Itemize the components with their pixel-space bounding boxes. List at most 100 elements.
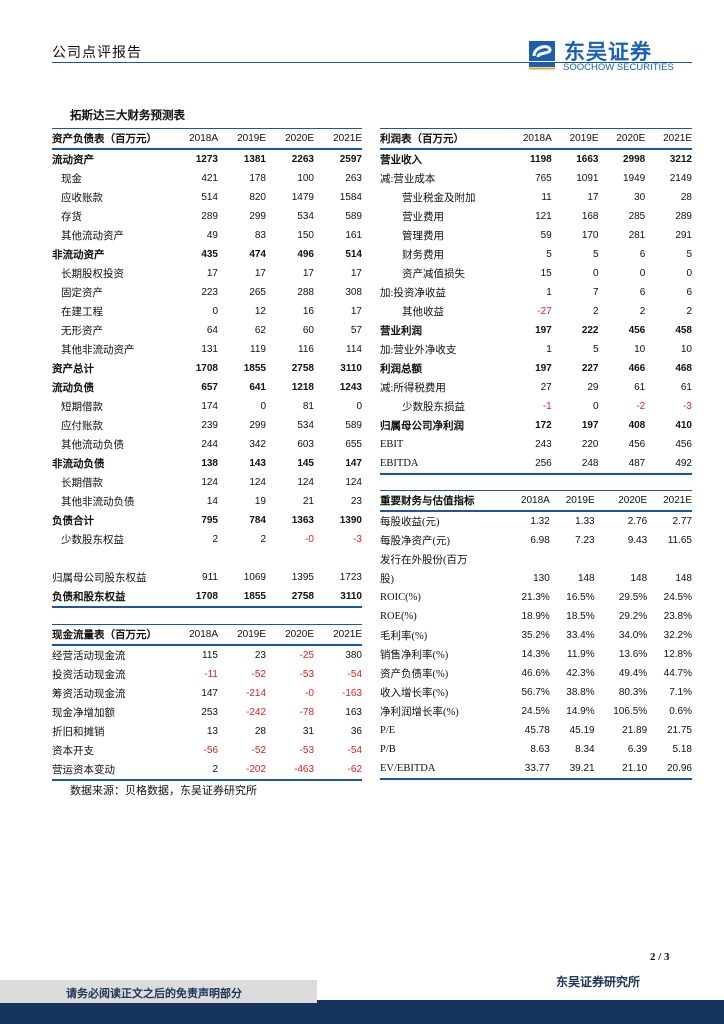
row-label: 营业费用	[402, 212, 444, 223]
cell-value: 17	[350, 268, 362, 279]
cell-value: 49	[206, 230, 218, 241]
table-row: 发行在外股份(百万	[380, 550, 692, 569]
cell-value: 13	[206, 726, 218, 737]
table-row: 毛利率(%) 35.2% 33.4% 34.0% 32.2%	[380, 626, 692, 645]
cell-value: 45.78	[524, 725, 550, 736]
header-rule	[52, 62, 692, 63]
cell-value: 17	[587, 192, 599, 203]
cell-value	[505, 550, 550, 569]
cell-value: -78	[299, 707, 314, 718]
cell-value: 38.8%	[566, 687, 595, 698]
cell-value: -242	[245, 707, 266, 718]
cell-value: 31	[302, 726, 314, 737]
table-row: 非流动负债 138 143 145 147	[52, 454, 362, 473]
cell-value: 3212	[669, 154, 692, 165]
cell-value: 15	[540, 268, 552, 279]
cell-value: 1855	[243, 363, 266, 374]
cell-value: 197	[535, 325, 552, 336]
cell-value: -463	[266, 760, 314, 781]
cell-value: 170	[581, 230, 599, 241]
cell-value: 288	[297, 287, 314, 298]
table-row	[52, 549, 362, 568]
cell-value: 8.34	[575, 744, 595, 755]
cell-value: 1584	[339, 192, 362, 203]
table-row: 股) 130 148 148 148	[380, 569, 692, 588]
cell-value: -163	[341, 688, 362, 699]
cell-value: 7	[592, 287, 599, 298]
cell-value: 1	[546, 287, 552, 298]
cell-value: -214	[245, 688, 266, 699]
year-header: 2018A	[505, 490, 550, 512]
cell-value: 148	[630, 573, 648, 584]
row-label: 其他非流动负债	[61, 497, 135, 508]
cell-value: 239	[201, 420, 218, 431]
cell-value: 1069	[243, 572, 266, 583]
table-row: 资产总计 1708 1855 2758 3110	[52, 359, 362, 378]
cell-value: 114	[346, 344, 362, 355]
row-label: 净利润增长率(%)	[380, 707, 459, 718]
table-row: 减:所得税费用 27 29 61 61	[380, 378, 692, 397]
cell-value: 119	[250, 344, 266, 355]
cell-value: 59	[540, 230, 552, 241]
cell-value: 2597	[339, 154, 362, 165]
row-label: 在建工程	[61, 307, 103, 318]
cell-value: 13.6%	[618, 649, 648, 660]
cell-value: 32.2%	[663, 630, 692, 641]
cell-value: 1708	[170, 587, 218, 608]
cell-value: 161	[345, 230, 362, 241]
report-type: 公司点评报告	[52, 46, 142, 61]
cell-value: 131	[201, 344, 218, 355]
cell-value: -52	[251, 669, 266, 680]
cell-value: 2.77	[672, 516, 692, 527]
cell-value: -11	[204, 669, 218, 680]
table-row: 其他收益 -27 2 2 2	[380, 302, 692, 321]
row-label: 收入增长率(%)	[380, 688, 449, 699]
row-label: 利润总额	[380, 364, 422, 375]
row-label: 固定资产	[61, 288, 103, 299]
table-row: 少数股东损益 -1 0 -2 -3	[380, 397, 692, 416]
table-heading: 重要财务与估值指标	[380, 490, 505, 512]
cell-value: 106.5%	[613, 706, 648, 717]
row-label: 销售净利率(%)	[380, 650, 449, 661]
footer-firm-name: 东吴证券研究所	[556, 975, 641, 989]
row-label: 少数股东权益	[61, 535, 124, 546]
cell-value: 100	[297, 173, 314, 184]
cell-value: 243	[535, 439, 552, 450]
cell-value: 121	[535, 211, 552, 222]
table-row: P/E 45.78 45.19 21.89 21.75	[380, 721, 692, 740]
logo-text-cn: 东吴证券	[564, 40, 652, 64]
cell-value: 29.5%	[618, 592, 648, 603]
cell-value: 641	[249, 382, 266, 393]
year-header: 2021E	[645, 128, 692, 150]
cell-value: 81	[302, 401, 314, 412]
row-label: EBITDA	[380, 454, 505, 475]
cell-value: 12.8%	[663, 649, 692, 660]
cell-value: 2	[260, 534, 266, 545]
cell-value: 11.9%	[567, 649, 595, 660]
cell-value	[266, 549, 314, 568]
cell-value: 657	[201, 382, 218, 393]
cell-value: 24.5%	[521, 706, 550, 717]
cell-value: -54	[347, 745, 362, 756]
cell-value: 18.9%	[521, 611, 550, 622]
cell-value: 21.10	[594, 759, 648, 780]
cell-value: 17	[350, 306, 362, 317]
cell-value: 589	[345, 211, 362, 222]
table-row: 应付账款 239 299 534 589	[52, 416, 362, 435]
table-row: 管理费用 59 170 281 291	[380, 226, 692, 245]
cell-value: 2	[686, 306, 692, 317]
row-label: 加:营业外净收支	[380, 345, 457, 356]
row-label: 负债和股东权益	[52, 587, 170, 608]
cell-value: 265	[249, 287, 266, 298]
table-row: 投资活动现金流 -11 -52 -53 -54	[52, 665, 362, 684]
row-label: 长期借款	[61, 478, 103, 489]
row-label: 资本开支	[52, 746, 94, 757]
cell-value: 30	[634, 192, 646, 203]
row-label: 资产减值损失	[402, 269, 465, 280]
row-label: 股)	[380, 574, 394, 585]
table-row: 短期借款 174 0 81 0	[52, 397, 362, 416]
cell-value: 5	[592, 344, 599, 355]
row-label: P/B	[380, 744, 396, 755]
row-label: 其他流动负债	[61, 440, 124, 451]
table-row: 长期股权投资 17 17 17 17	[52, 264, 362, 283]
